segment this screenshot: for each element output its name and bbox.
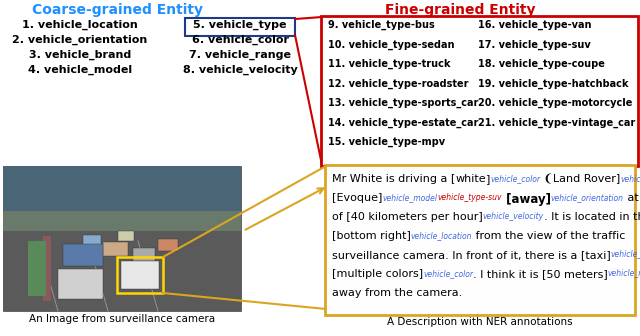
Text: vehicle_velocity: vehicle_velocity bbox=[483, 212, 544, 221]
Text: An Image from surveillance camera: An Image from surveillance camera bbox=[29, 314, 215, 324]
Text: 11. vehicle_type-truck: 11. vehicle_type-truck bbox=[328, 59, 451, 69]
FancyBboxPatch shape bbox=[325, 165, 635, 315]
Text: vehicle_range: vehicle_range bbox=[608, 269, 640, 278]
Text: 2. vehicle_orientation: 2. vehicle_orientation bbox=[12, 35, 148, 45]
Text: 3. vehicle_brand: 3. vehicle_brand bbox=[29, 50, 131, 60]
Text: white: white bbox=[456, 174, 486, 184]
Bar bbox=[43, 236, 51, 301]
Text: 13. vehicle_type-sports_car: 13. vehicle_type-sports_car bbox=[328, 98, 478, 108]
Text: A Description with NER annotations: A Description with NER annotations bbox=[387, 317, 573, 327]
Text: [multiple colors]: [multiple colors] bbox=[332, 269, 423, 279]
Bar bbox=[3, 166, 241, 216]
Text: 16. vehicle_type-van: 16. vehicle_type-van bbox=[478, 20, 591, 30]
Text: ❨Land Rover]: ❨Land Rover] bbox=[540, 174, 621, 184]
Text: vehicle_color: vehicle_color bbox=[423, 269, 473, 278]
Text: 17. vehicle_type-suv: 17. vehicle_type-suv bbox=[478, 40, 591, 50]
Text: 1. vehicle_location: 1. vehicle_location bbox=[22, 20, 138, 30]
Text: 5. vehicle_type: 5. vehicle_type bbox=[193, 20, 287, 30]
Text: 21. vehicle_type-vintage_car: 21. vehicle_type-vintage_car bbox=[478, 118, 636, 128]
Text: vehicle_model: vehicle_model bbox=[382, 193, 437, 202]
Bar bbox=[103, 242, 128, 256]
Text: 8. vehicle_velocity: 8. vehicle_velocity bbox=[182, 65, 298, 75]
Bar bbox=[58, 269, 103, 299]
Text: 4. vehicle_model: 4. vehicle_model bbox=[28, 65, 132, 75]
Text: of [40 kilometers per hour]: of [40 kilometers per hour] bbox=[332, 212, 483, 222]
Text: vehicle_color: vehicle_color bbox=[490, 174, 540, 183]
Text: 18. vehicle_type-coupe: 18. vehicle_type-coupe bbox=[478, 59, 605, 69]
Text: surveillance camera. In front of it, there is a [taxi]: surveillance camera. In front of it, the… bbox=[332, 250, 611, 260]
Text: away from the camera.: away from the camera. bbox=[332, 288, 462, 298]
Text: vehicle_type-suv: vehicle_type-suv bbox=[437, 193, 502, 202]
Text: [away]: [away] bbox=[502, 193, 551, 206]
Text: vehicle_type: vehicle_type bbox=[611, 250, 640, 259]
Bar bbox=[118, 231, 134, 241]
Text: Mr White is driving a [: Mr White is driving a [ bbox=[332, 174, 456, 184]
Text: 6. vehicle_color: 6. vehicle_color bbox=[191, 35, 289, 45]
Bar bbox=[3, 166, 241, 246]
Bar bbox=[158, 239, 178, 251]
Text: Fine-grained Entity: Fine-grained Entity bbox=[385, 3, 535, 17]
Bar bbox=[3, 211, 241, 231]
Text: 19. vehicle_type-hatchback: 19. vehicle_type-hatchback bbox=[478, 79, 628, 89]
Bar bbox=[3, 231, 241, 311]
Text: [Evoque]: [Evoque] bbox=[332, 193, 382, 203]
Text: 14. vehicle_type-estate_car: 14. vehicle_type-estate_car bbox=[328, 118, 478, 128]
Bar bbox=[133, 248, 155, 261]
Text: vehicle_location: vehicle_location bbox=[411, 231, 472, 240]
Text: from the view of the traffic: from the view of the traffic bbox=[472, 231, 626, 241]
Bar bbox=[63, 244, 103, 266]
Text: 12. vehicle_type-roadster: 12. vehicle_type-roadster bbox=[328, 79, 468, 89]
Text: . It is located in the: . It is located in the bbox=[544, 212, 640, 222]
Bar bbox=[83, 235, 101, 246]
Text: vehicle_brand: vehicle_brand bbox=[621, 174, 640, 183]
Text: vehicle_orientation: vehicle_orientation bbox=[551, 193, 624, 202]
Text: 10. vehicle_type-sedan: 10. vehicle_type-sedan bbox=[328, 40, 454, 50]
FancyBboxPatch shape bbox=[321, 16, 638, 166]
Text: ]: ] bbox=[486, 174, 490, 184]
Text: Coarse-grained Entity: Coarse-grained Entity bbox=[33, 3, 204, 17]
FancyBboxPatch shape bbox=[185, 18, 295, 36]
Text: 9. vehicle_type-bus: 9. vehicle_type-bus bbox=[328, 20, 435, 30]
Bar bbox=[3, 166, 241, 311]
Text: 7. vehicle_range: 7. vehicle_range bbox=[189, 50, 291, 60]
Text: at a speed: at a speed bbox=[624, 193, 640, 203]
Text: [bottom right]: [bottom right] bbox=[332, 231, 411, 241]
Text: 15. vehicle_type-mpv: 15. vehicle_type-mpv bbox=[328, 137, 445, 147]
Text: . I think it is [50 meters]: . I think it is [50 meters] bbox=[473, 269, 608, 279]
Text: 20. vehicle_type-motorcycle: 20. vehicle_type-motorcycle bbox=[478, 98, 632, 108]
Bar bbox=[28, 241, 46, 296]
Bar bbox=[121, 261, 159, 289]
